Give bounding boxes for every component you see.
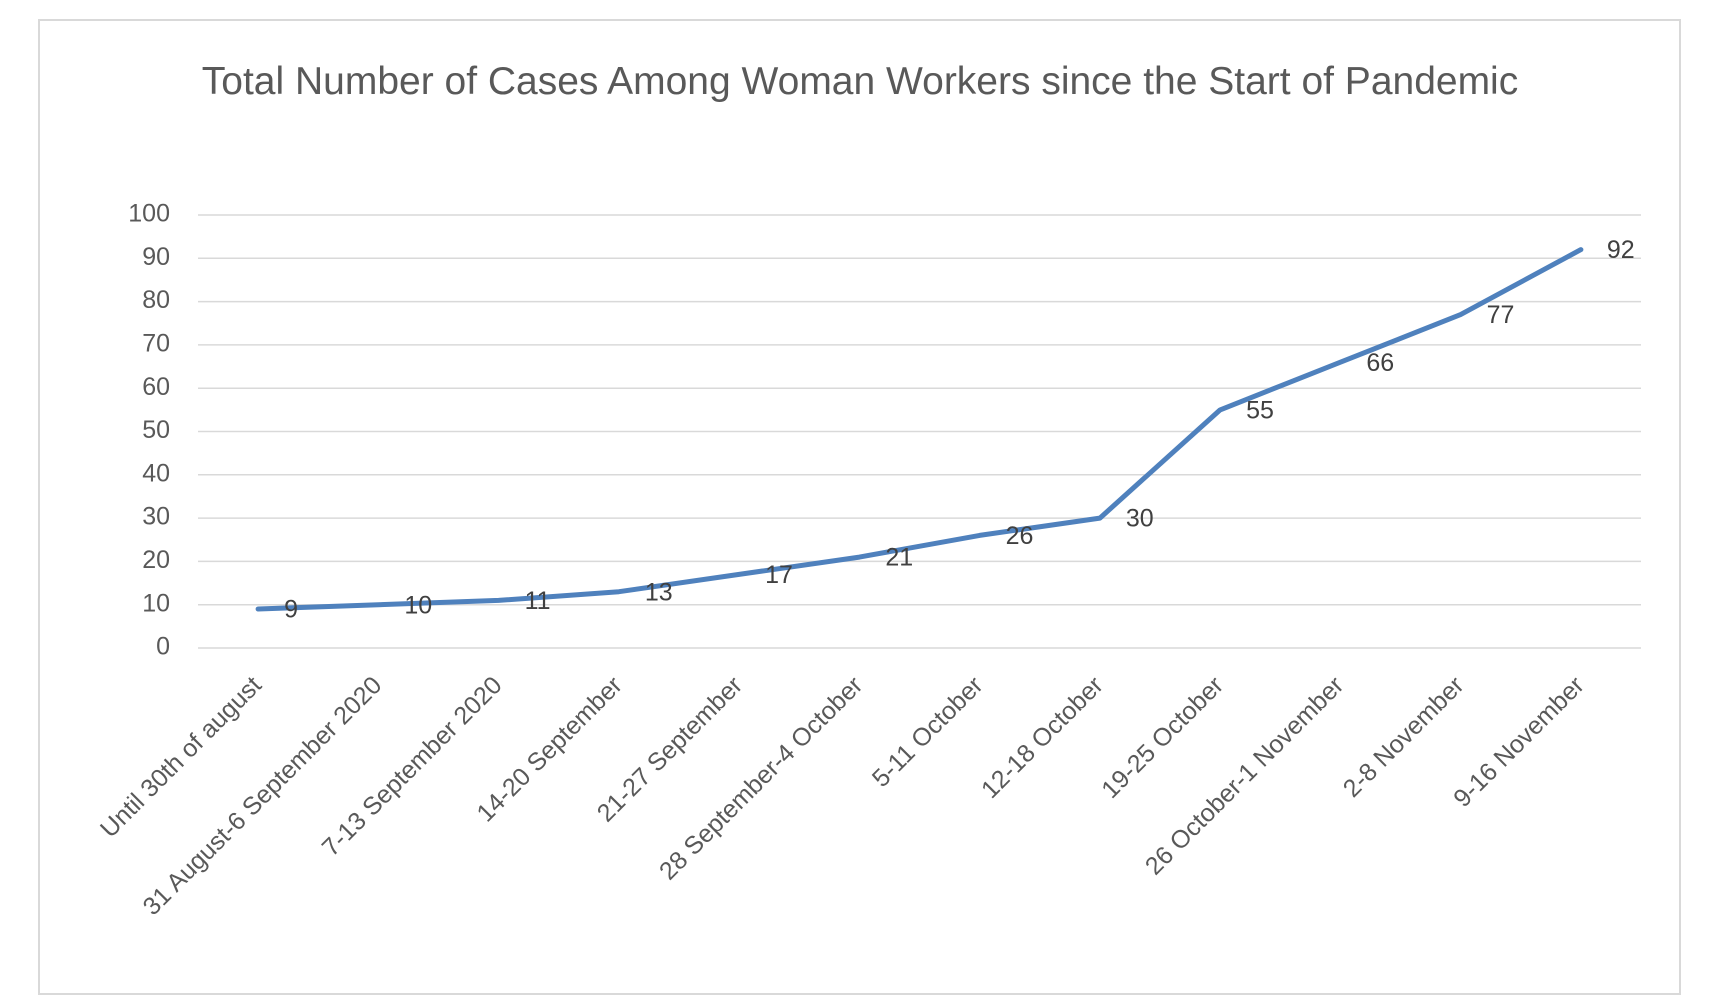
data-label: 11 (525, 587, 551, 615)
y-tick-label: 60 (142, 373, 170, 401)
data-label: 92 (1607, 236, 1635, 264)
y-tick-label: 90 (142, 243, 170, 271)
data-label: 10 (404, 591, 432, 619)
data-label: 66 (1366, 349, 1394, 377)
y-tick-label: 0 (156, 633, 170, 661)
y-tick-label: 50 (142, 416, 170, 444)
data-label: 77 (1487, 301, 1515, 329)
chart-border (38, 19, 1681, 995)
data-label: 30 (1126, 505, 1154, 533)
data-label: 9 (284, 596, 298, 624)
chart-title: Total Number of Cases Among Woman Worker… (201, 60, 1519, 103)
y-tick-label: 10 (142, 589, 170, 617)
data-label: 13 (645, 578, 673, 606)
data-label: 55 (1246, 396, 1274, 424)
y-tick-label: 80 (142, 286, 170, 314)
y-tick-label: 30 (142, 503, 170, 531)
data-label: 17 (765, 561, 793, 589)
y-tick-label: 20 (142, 546, 170, 574)
y-tick-label: 100 (128, 200, 170, 228)
y-tick-label: 70 (142, 330, 170, 358)
y-tick-label: 40 (142, 459, 170, 487)
data-label: 26 (1006, 522, 1034, 550)
data-line (255, 247, 1584, 612)
data-label: 21 (885, 544, 913, 572)
